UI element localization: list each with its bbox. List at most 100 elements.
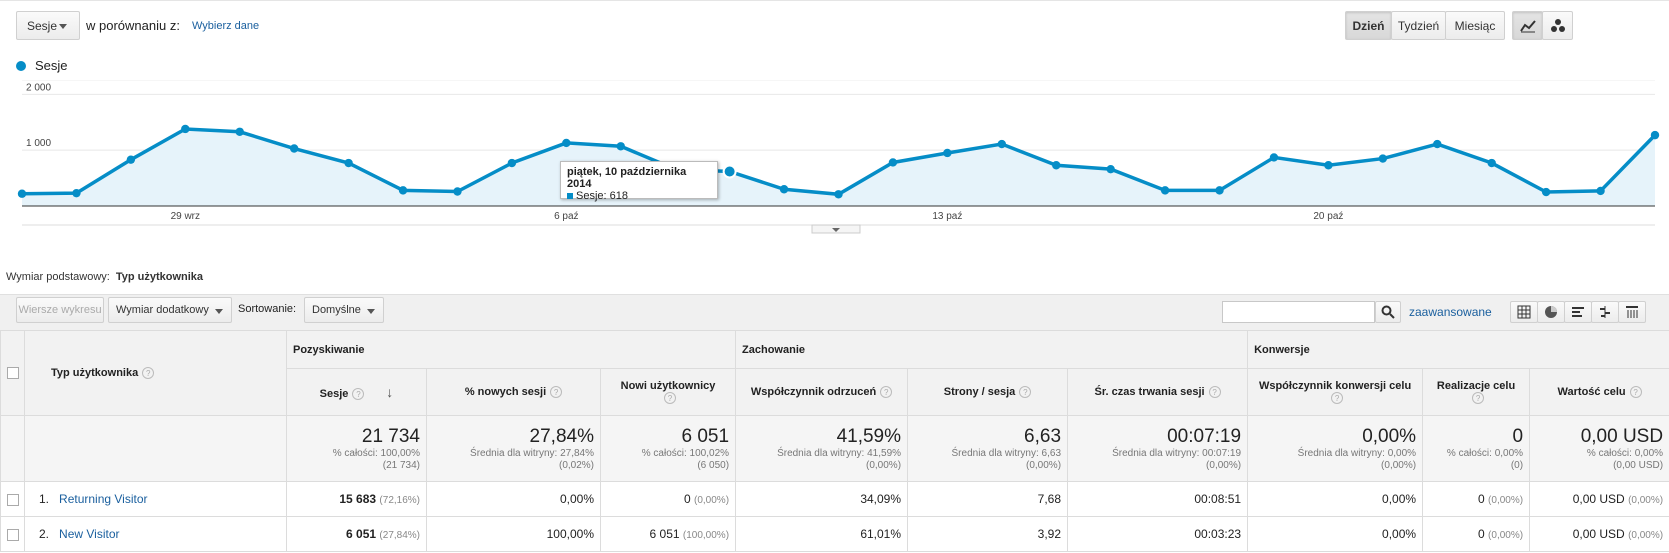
total-subtext: Średnia dla witryny: 0,00% bbox=[1297, 448, 1417, 459]
sessions-chart[interactable]: 2 000 1 000 29 wrz 6 paź 13 paź 20 paź bbox=[0, 80, 1669, 250]
performance-view-button[interactable] bbox=[1564, 301, 1592, 323]
row-checkbox[interactable] bbox=[6, 493, 19, 506]
search-icon bbox=[1381, 305, 1395, 319]
help-icon[interactable]: ? bbox=[1472, 392, 1485, 404]
pie-view-button[interactable] bbox=[1537, 301, 1565, 323]
totals-cell: 6 051% całości: 100,02% (6 050) bbox=[599, 415, 737, 482]
dimension-value-link[interactable]: Returning Visitor bbox=[59, 492, 148, 506]
pie-chart-icon bbox=[1545, 306, 1557, 318]
column-header[interactable]: % nowych sesji? bbox=[426, 368, 601, 416]
chevron-down-icon bbox=[215, 309, 223, 314]
metric-cell: 15 683 (72,16%) bbox=[286, 481, 427, 517]
help-icon[interactable]: ? bbox=[664, 392, 677, 404]
table-search-input[interactable] bbox=[1222, 301, 1375, 323]
row-checkbox[interactable] bbox=[6, 528, 19, 541]
motion-chart-view-button[interactable] bbox=[1542, 11, 1573, 40]
data-point bbox=[235, 127, 244, 136]
cell-value: 00:08:51 bbox=[1194, 492, 1242, 506]
dimension-cell: 2. New Visitor bbox=[24, 516, 287, 552]
line-chart-icon bbox=[1519, 19, 1536, 32]
cell-percent: (27,84%) bbox=[379, 530, 420, 541]
cell-value: 0 bbox=[1478, 492, 1485, 506]
help-icon[interactable]: ? bbox=[142, 367, 155, 379]
data-point bbox=[888, 158, 898, 167]
totals-cell: 41,59% Średnia dla witryny: 41,59% (0,00%) bbox=[735, 415, 909, 482]
data-point bbox=[344, 158, 353, 168]
column-header-label: Współczynnik konwersji celu bbox=[1258, 380, 1412, 392]
metric-dropdown[interactable]: Sesje bbox=[16, 11, 80, 40]
table-row: 1. Returning Visitor 15 683 (72,16%) 0,00%… bbox=[0, 481, 1669, 517]
line-chart-view-button[interactable] bbox=[1512, 11, 1543, 40]
total-subtext: (0,00%) bbox=[1026, 460, 1062, 471]
select-data-link[interactable]: Wybierz dane bbox=[192, 20, 260, 32]
help-icon[interactable]: ? bbox=[550, 386, 563, 398]
column-header[interactable]: Wartość celu? bbox=[1529, 368, 1669, 416]
pivot-view-button[interactable] bbox=[1618, 301, 1646, 323]
cell-percent: (0,00%) bbox=[1628, 495, 1664, 506]
total-value: 0,00% bbox=[1362, 426, 1417, 447]
column-header[interactable]: Współczynnik odrzuceń? bbox=[735, 368, 909, 416]
column-header[interactable]: Współczynnik konwersji celu? bbox=[1247, 368, 1424, 416]
sort-dropdown[interactable]: Domyślne bbox=[304, 297, 384, 323]
chevron-down-icon bbox=[59, 24, 67, 29]
table-row: 2. New Visitor 6 051 (27,84%) 100,00% 6 051… bbox=[0, 516, 1669, 552]
period-month-button[interactable]: Miesiąc bbox=[1445, 11, 1505, 40]
search-button[interactable] bbox=[1375, 301, 1401, 323]
totals-cell: 6,63 Średnia dla witryny: 6,63 (0,00%) bbox=[907, 415, 1069, 482]
help-icon[interactable]: ? bbox=[880, 386, 893, 398]
help-icon[interactable]: ? bbox=[1208, 386, 1221, 398]
select-all-checkbox[interactable] bbox=[6, 367, 19, 380]
data-point bbox=[779, 185, 789, 194]
primary-dimension-value[interactable]: Typ użytkownika bbox=[115, 271, 204, 283]
help-icon[interactable]: ? bbox=[1629, 386, 1642, 398]
data-point bbox=[943, 148, 952, 158]
x-tick-label: 29 wrz bbox=[171, 211, 200, 222]
metric-cell: 3,92 bbox=[907, 516, 1069, 552]
column-header-label: Nowi użytkownicy bbox=[620, 380, 716, 392]
x-tick-label: 20 paź bbox=[1313, 211, 1343, 222]
data-point bbox=[834, 190, 843, 199]
table-view-button[interactable] bbox=[1510, 301, 1538, 323]
cell-value: 100,00% bbox=[546, 527, 594, 541]
tooltip-date: piątek, 10 października 2014 bbox=[567, 166, 687, 190]
cell-value: 00:03:23 bbox=[1194, 527, 1242, 541]
data-point bbox=[1378, 154, 1388, 163]
secondary-dimension-dropdown[interactable]: Wymiar dodatkowy bbox=[108, 297, 232, 323]
advanced-filter-link[interactable]: zaawansowane bbox=[1409, 305, 1492, 319]
total-subtext: (0,00%) bbox=[1381, 460, 1417, 471]
row-index: 2. bbox=[39, 527, 50, 541]
total-subtext: Średnia dla witryny: 00:07:19 bbox=[1112, 448, 1242, 459]
group-behavior: Zachowanie bbox=[735, 330, 1249, 369]
plot-rows-button[interactable]: Wiersze wykresu bbox=[16, 297, 104, 323]
pivot-icon bbox=[1626, 306, 1638, 318]
period-day-button[interactable]: Dzień bbox=[1345, 11, 1392, 40]
help-icon[interactable]: ? bbox=[1019, 386, 1032, 398]
comparison-view-button[interactable] bbox=[1591, 301, 1619, 323]
dimension-value-link[interactable]: New Visitor bbox=[59, 527, 120, 541]
metric-dropdown-label: Sesje bbox=[27, 18, 58, 33]
totals-cell: 0,00 USD% całości: 0,00% (0,00 USD) bbox=[1529, 415, 1669, 482]
help-icon[interactable]: ? bbox=[1331, 392, 1344, 404]
metric-cell: 0,00% bbox=[1247, 516, 1424, 552]
help-icon[interactable]: ? bbox=[352, 388, 365, 400]
column-header[interactable]: Nowi użytkownicy? bbox=[599, 368, 737, 416]
dimension-header[interactable]: Typ użytkownika? bbox=[24, 330, 287, 416]
dimension-cell: 1. Returning Visitor bbox=[24, 481, 287, 517]
cell-value: 34,09% bbox=[860, 492, 902, 506]
data-point bbox=[1650, 130, 1660, 140]
column-header[interactable]: Śr. czas trwania sesji? bbox=[1067, 368, 1249, 416]
group-conversions: Konwersje bbox=[1247, 330, 1669, 369]
y-tick-label: 1 000 bbox=[26, 138, 51, 149]
cell-value: 0,00% bbox=[1382, 492, 1417, 506]
column-header[interactable]: Strony / sesja? bbox=[907, 368, 1069, 416]
metric-cell: 0,00% bbox=[1247, 481, 1424, 517]
tooltip-swatch bbox=[567, 193, 573, 200]
column-header[interactable]: Realizacje celu? bbox=[1422, 368, 1531, 416]
select-all-cell bbox=[0, 330, 25, 416]
column-header[interactable]: Sesje? ↓ bbox=[286, 368, 427, 416]
cell-value: 0,00% bbox=[1382, 527, 1417, 541]
data-point bbox=[507, 158, 517, 168]
period-week-button[interactable]: Tydzień bbox=[1391, 11, 1446, 40]
cell-percent: (100,00%) bbox=[682, 530, 730, 541]
row-select-cell bbox=[0, 481, 25, 517]
